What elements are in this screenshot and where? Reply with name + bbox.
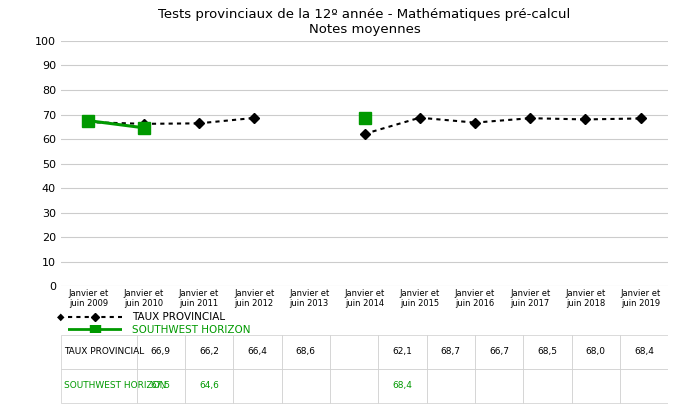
FancyBboxPatch shape [620,369,668,403]
Text: 68,4: 68,4 [634,347,654,356]
FancyBboxPatch shape [185,335,234,369]
Text: SOUTHWEST HORIZON: SOUTHWEST HORIZON [132,325,250,335]
FancyBboxPatch shape [330,335,378,369]
Text: 68,0: 68,0 [586,347,605,356]
FancyBboxPatch shape [427,369,475,403]
FancyBboxPatch shape [234,335,281,369]
FancyBboxPatch shape [475,369,523,403]
FancyBboxPatch shape [378,335,427,369]
FancyBboxPatch shape [523,335,572,369]
FancyBboxPatch shape [330,369,378,403]
Text: 66,2: 66,2 [199,347,219,356]
FancyBboxPatch shape [523,369,572,403]
Text: TAUX PROVINCIAL: TAUX PROVINCIAL [63,347,144,356]
FancyBboxPatch shape [61,335,136,369]
FancyBboxPatch shape [185,369,234,403]
FancyBboxPatch shape [475,335,523,369]
Text: 66,7: 66,7 [489,347,509,356]
Text: 66,4: 66,4 [248,347,267,356]
FancyBboxPatch shape [427,335,475,369]
FancyBboxPatch shape [281,335,330,369]
FancyBboxPatch shape [572,335,620,369]
Text: TAUX PROVINCIAL: TAUX PROVINCIAL [132,312,225,322]
Text: 66,9: 66,9 [151,347,171,356]
Title: Tests provinciaux de la 12º année - Mathématiques pré-calcul
Notes moyennes: Tests provinciaux de la 12º année - Math… [159,8,570,36]
Text: 68,6: 68,6 [296,347,316,356]
Text: 64,6: 64,6 [199,382,219,391]
Text: 62,1: 62,1 [393,347,412,356]
Text: 68,7: 68,7 [441,347,461,356]
FancyBboxPatch shape [136,335,185,369]
FancyBboxPatch shape [281,369,330,403]
FancyBboxPatch shape [378,369,427,403]
Text: SOUTHWEST HORIZON: SOUTHWEST HORIZON [63,382,166,391]
FancyBboxPatch shape [136,369,185,403]
FancyBboxPatch shape [234,369,281,403]
Text: ◆: ◆ [57,312,65,322]
FancyBboxPatch shape [620,335,668,369]
Text: 67,5: 67,5 [151,382,171,391]
FancyBboxPatch shape [61,369,136,403]
FancyBboxPatch shape [572,369,620,403]
Text: 68,4: 68,4 [393,382,412,391]
Text: 68,5: 68,5 [537,347,558,356]
